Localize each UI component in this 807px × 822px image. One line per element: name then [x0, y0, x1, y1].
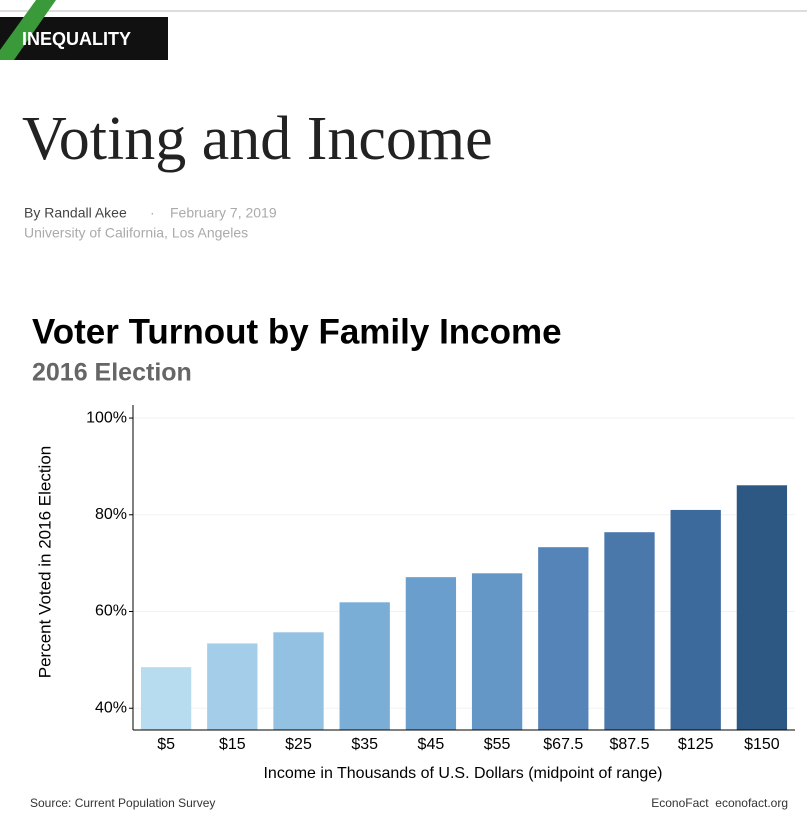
x-tick-label: $15 — [219, 736, 246, 753]
separator: · — [150, 205, 155, 221]
author[interactable]: By Randall Akee — [24, 205, 127, 221]
date: February 7, 2019 — [170, 205, 277, 221]
bar — [670, 509, 721, 730]
bar — [207, 643, 258, 730]
bar — [538, 547, 589, 730]
article-title: Voting and Income — [22, 105, 493, 173]
x-tick-label: $25 — [285, 736, 312, 753]
tag[interactable]: INEQUALITY — [22, 29, 131, 49]
x-tick-label: $35 — [351, 736, 378, 753]
source: Source: Current Population Survey — [30, 796, 215, 810]
bar — [736, 485, 788, 730]
y-tick-label: 100% — [86, 409, 127, 426]
bar — [273, 632, 324, 730]
credit: EconoFact econofact.org — [651, 796, 788, 810]
affiliation: University of California, Los Angeles — [24, 225, 248, 241]
x-tick-label: $55 — [484, 736, 511, 753]
bar — [405, 577, 457, 730]
x-tick-label: $87.5 — [609, 736, 649, 753]
x-tick-label: $5 — [157, 736, 175, 753]
tag-stripe — [0, 0, 56, 60]
x-axis-label: Income in Thousands of U.S. Dollars (mid… — [263, 765, 662, 782]
x-tick-label: $125 — [678, 736, 714, 753]
x-tick-label: $67.5 — [543, 736, 583, 753]
y-tick-label: 60% — [95, 603, 127, 620]
bar — [339, 602, 390, 730]
bar — [604, 532, 655, 730]
y-tick-label: 40% — [95, 699, 127, 716]
x-tick-label: $150 — [744, 736, 780, 753]
bar — [471, 573, 523, 730]
x-tick-label: $45 — [418, 736, 445, 753]
y-tick-label: 80% — [95, 506, 127, 523]
bar — [140, 667, 192, 730]
chart-subtitle: 2016 Election — [32, 359, 192, 387]
y-axis-label: Percent Voted in 2016 Election — [35, 446, 54, 679]
chart-title: Voter Turnout by Family Income — [32, 312, 562, 351]
